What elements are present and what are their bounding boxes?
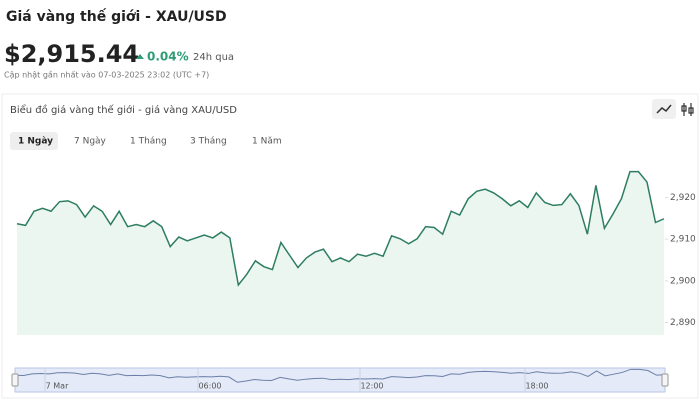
navigator-label: 7 Mar (46, 382, 69, 391)
price: $2,915.44 (4, 40, 139, 68)
change-period: 24h qua (193, 52, 234, 63)
price-line (16, 170, 665, 287)
y-tick-label: 2,890 (670, 318, 696, 328)
navigator-label: 12:00 (360, 382, 383, 391)
candle-button[interactable] (681, 103, 694, 116)
tab-label[interactable]: 1 Tháng (130, 137, 167, 147)
chart-title: Biểu đồ giá vàng thế giới - giá vàng XAU… (10, 103, 237, 116)
tab-label[interactable]: 7 Ngày (74, 137, 107, 147)
change: 0.04% (147, 50, 189, 64)
line-icon (656, 104, 672, 114)
navigator-label: 06:00 (198, 382, 221, 391)
page-title: Giá vàng thế giới - XAU/USD (6, 8, 227, 25)
updated: Cập nhật gần nhất vào 07-03-2025 23:02 (… (4, 70, 209, 81)
tab[interactable] (10, 132, 58, 150)
navigator-handle[interactable] (11, 373, 19, 387)
y-tick-label: 2,900 (670, 276, 696, 286)
up-arrow (136, 54, 144, 59)
navigator-handle[interactable] (661, 373, 669, 387)
y-tick-label: 2,910 (670, 235, 696, 245)
area (17, 171, 664, 335)
tab-label[interactable]: 3 Tháng (190, 137, 227, 147)
navigator-line (14, 368, 666, 383)
y-tick-label: 2,920 (670, 193, 696, 203)
tab-label[interactable]: 1 Ngày (18, 137, 53, 147)
navigator (14, 367, 666, 393)
navigator-label: 18:00 (525, 382, 548, 391)
tab-label[interactable]: 1 Năm (252, 137, 282, 147)
